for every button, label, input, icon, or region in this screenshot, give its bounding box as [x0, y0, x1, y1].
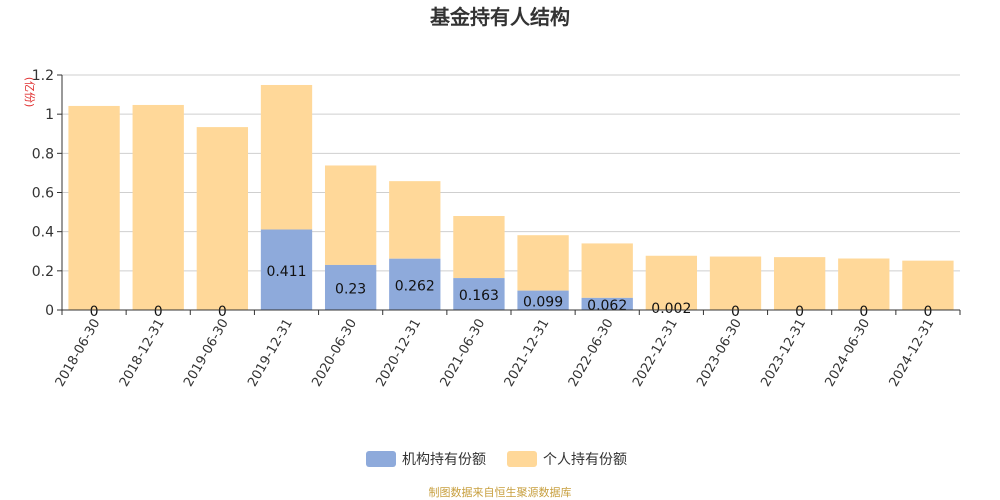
- bar-individual: [196, 127, 249, 310]
- bar-individual: [517, 235, 569, 291]
- bar-individual: [68, 105, 120, 310]
- x-tick-label: 2019-12-31: [245, 317, 296, 390]
- data-label-institutional: 0.411: [266, 264, 306, 280]
- legend-swatch: [507, 451, 537, 467]
- data-label-institutional: 0: [859, 304, 868, 320]
- x-tick-label: 2024-12-31: [887, 317, 938, 390]
- y-tick-label: 0.8: [32, 146, 54, 162]
- x-tick-label: 2020-06-30: [309, 317, 360, 390]
- bar-institutional: [453, 278, 505, 310]
- x-tick-label: 2021-12-31: [502, 317, 553, 390]
- bar-institutional: [517, 290, 569, 310]
- data-source-note: 制图数据来自恒生聚源数据库: [429, 485, 572, 499]
- bars: [68, 84, 954, 311]
- bar-institutional: [581, 297, 633, 310]
- y-axis-ticks: 0 0.2 0.4 0.6 0.8 1 1.2: [32, 68, 63, 319]
- bar-individual: [902, 260, 954, 310]
- legend-item[interactable]: 机构持有份额: [366, 451, 486, 468]
- y-tick-label: 0.4: [32, 225, 54, 241]
- y-tick-label: 0: [45, 303, 54, 319]
- data-label-institutional: 0.099: [523, 294, 563, 310]
- x-tick-label: 2023-06-30: [694, 317, 745, 390]
- bar-individual: [132, 104, 184, 311]
- x-axis: 2018-06-30 2018-12-31 2019-06-30 2019-12-31…: [53, 309, 961, 390]
- data-label-institutional: 0.002: [651, 301, 691, 317]
- data-label-institutional: 0.262: [395, 278, 435, 294]
- bar-institutional: [389, 258, 441, 310]
- y-tick-label: 1.2: [32, 68, 54, 84]
- y-tick-label: 1: [45, 107, 54, 123]
- legend-label: 机构持有份额: [402, 452, 486, 468]
- x-tick-label: 2020-12-31: [373, 317, 424, 390]
- bar-individual: [645, 255, 698, 310]
- bar-individual: [389, 181, 441, 259]
- data-labels: 0 0 0 0.411 0.23 0.262 0.163 0.099 0.062 0.002 0 0 0…: [90, 264, 933, 320]
- legend-label: 个人持有份额: [543, 452, 627, 468]
- y-tick-label: 0.2: [32, 264, 54, 280]
- legend-swatch: [366, 451, 396, 467]
- data-label-institutional: 0: [923, 304, 932, 320]
- x-tick-label: 2021-06-30: [438, 317, 489, 390]
- bar-individual: [838, 258, 890, 310]
- bar-individual: [773, 257, 826, 310]
- data-label-institutional: 0: [218, 304, 227, 320]
- data-label-institutional: 0: [90, 304, 99, 320]
- x-tick-label: 2018-12-31: [117, 317, 168, 390]
- bar-individual: [260, 84, 313, 230]
- data-label-institutional: 0.062: [587, 298, 627, 314]
- data-label-institutional: 0: [731, 304, 740, 320]
- x-tick-label: 2019-06-30: [181, 317, 232, 390]
- bar-institutional: [260, 229, 313, 310]
- y-tick-label: 0.6: [32, 186, 54, 202]
- legend[interactable]: 机构持有份额 个人持有份额: [366, 451, 627, 468]
- x-tick-label: 2024-06-30: [822, 317, 873, 390]
- data-label-institutional: 0: [795, 304, 804, 320]
- bar-individual: [324, 165, 377, 265]
- data-label-institutional: 0: [154, 304, 163, 320]
- x-tick-label: 2018-06-30: [53, 317, 104, 390]
- y-axis-unit: (亿份): [23, 77, 36, 108]
- bar-individual: [453, 216, 505, 279]
- x-tick-label: 2022-12-31: [630, 317, 681, 390]
- bar-individual: [709, 256, 762, 310]
- x-tick-label: 2022-06-30: [566, 317, 617, 390]
- data-label-institutional: 0.163: [459, 288, 499, 304]
- bar-individual: [581, 243, 633, 298]
- x-tick-label: 2023-12-31: [758, 317, 809, 390]
- chart-title: 基金持有人结构: [430, 5, 570, 29]
- data-label-institutional: 0.23: [335, 281, 366, 297]
- bar-institutional: [324, 264, 377, 310]
- legend-item[interactable]: 个人持有份额: [507, 451, 627, 468]
